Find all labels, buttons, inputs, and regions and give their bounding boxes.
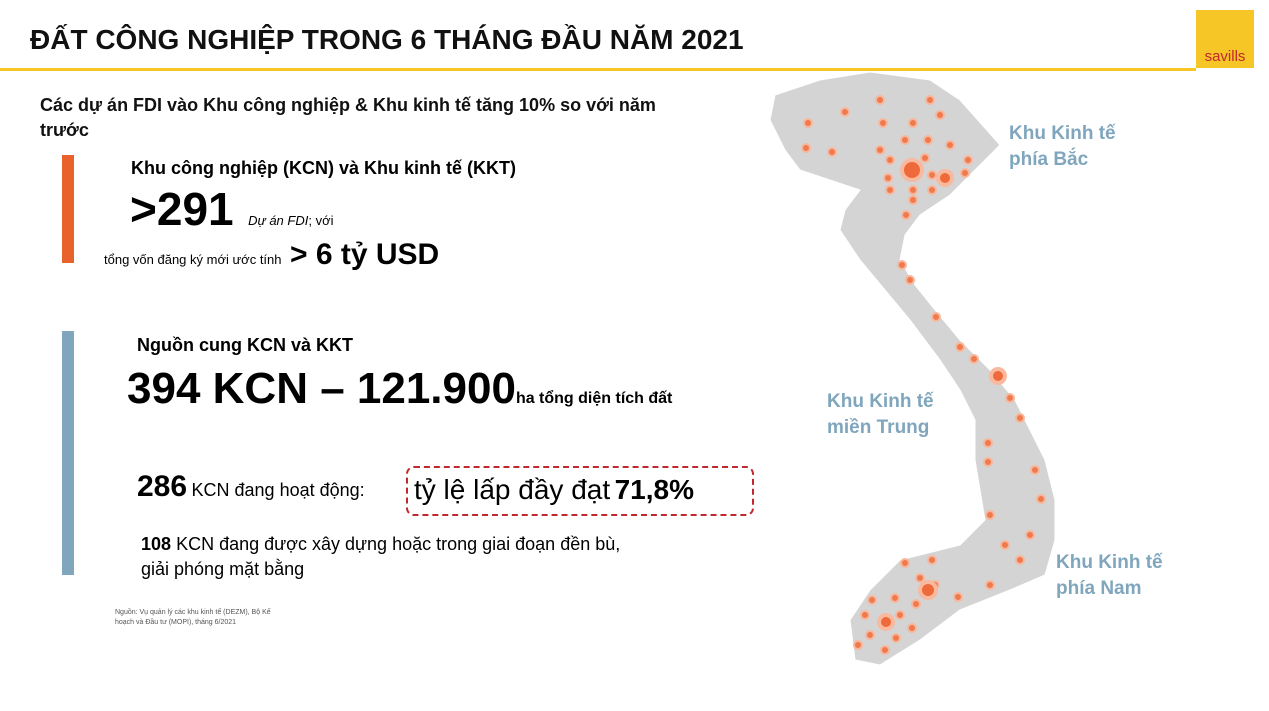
- park-marker: [969, 354, 979, 364]
- park-markers: [801, 95, 1046, 655]
- park-marker: [963, 155, 973, 165]
- occupancy: tỷ lệ lấp đầy đạt 71,8%: [414, 474, 694, 506]
- park-marker: [1015, 555, 1025, 565]
- value: 71,8%: [614, 474, 694, 505]
- big-number: >291: [130, 183, 234, 235]
- note: ; với: [308, 213, 334, 228]
- park-marker: [960, 168, 970, 178]
- park-marker: [897, 260, 907, 270]
- park-marker: [945, 140, 955, 150]
- park-marker: [907, 623, 917, 633]
- logo-text: savills: [1204, 48, 1246, 65]
- hub-marker: [918, 580, 938, 600]
- label: KCN đang được xây dựng hoặc trong giai đ…: [141, 534, 621, 579]
- park-marker: [801, 143, 811, 153]
- region-label: Khu Kinh tế phía Bắc: [1009, 123, 1116, 170]
- park-marker: [923, 135, 933, 145]
- park-marker: [911, 599, 921, 609]
- park-marker: [908, 118, 918, 128]
- count: 286: [137, 470, 188, 503]
- park-marker: [895, 610, 905, 620]
- park-marker: [880, 645, 890, 655]
- park-marker: [900, 558, 910, 568]
- note: ha tổng diện tích đất: [515, 390, 673, 407]
- park-marker: [875, 95, 885, 105]
- park-marker: [827, 147, 837, 157]
- capital-value: > 6 tỷ USD: [289, 238, 440, 271]
- park-marker: [935, 110, 945, 120]
- park-marker: [905, 275, 915, 285]
- logo: savills: [1196, 10, 1254, 68]
- park-marker: [860, 610, 870, 620]
- park-marker: [1036, 494, 1046, 504]
- park-marker: [901, 210, 911, 220]
- block-heading: Nguồn cung KCN và KKT: [137, 335, 353, 355]
- park-marker: [885, 155, 895, 165]
- park-marker: [985, 510, 995, 520]
- park-marker: [908, 185, 918, 195]
- title: ĐẤT CÔNG NGHIỆP TRONG 6 THÁNG ĐẦU NĂM 20…: [30, 24, 744, 55]
- big-number: 394 KCN – 121.900: [127, 364, 516, 413]
- park-marker: [931, 312, 941, 322]
- park-marker: [920, 153, 930, 163]
- park-marker: [867, 595, 877, 605]
- park-marker: [853, 640, 863, 650]
- park-marker: [983, 438, 993, 448]
- park-marker: [985, 580, 995, 590]
- hub-marker: [989, 367, 1007, 385]
- supply-line: 394 KCN – 121.900ha tổng diện tích đất: [127, 364, 672, 414]
- park-marker: [885, 185, 895, 195]
- park-marker: [900, 135, 910, 145]
- park-marker: [955, 342, 965, 352]
- subtitle: Các dự án FDI vào Khu công nghiệp & Khu …: [40, 95, 656, 140]
- park-marker: [927, 555, 937, 565]
- park-marker: [927, 185, 937, 195]
- park-marker: [1000, 540, 1010, 550]
- accent-bar: [62, 331, 74, 575]
- title-rule: [0, 68, 1196, 71]
- park-marker: [878, 118, 888, 128]
- park-marker: [915, 573, 925, 583]
- fdi-line: >291 Dự án FDI; với: [130, 182, 333, 236]
- note: Dự án FDI: [248, 213, 309, 228]
- park-marker: [983, 457, 993, 467]
- hub-marker: [900, 158, 924, 182]
- park-marker: [1005, 393, 1015, 403]
- park-marker: [865, 630, 875, 640]
- operating-line: 286 KCN đang hoạt động:: [137, 470, 365, 504]
- park-marker: [953, 592, 963, 602]
- park-marker: [883, 173, 893, 183]
- hub-marker: [936, 169, 954, 187]
- park-marker: [1025, 530, 1035, 540]
- park-marker: [908, 195, 918, 205]
- source: Nguồn: Vụ quản lý các khu kinh tế (DEZM)…: [115, 609, 271, 626]
- building-line: 108 KCN đang được xây dựng hoặc trong gi…: [141, 532, 641, 582]
- hub-marker: [877, 613, 895, 631]
- capital-line: tổng vốn đăng ký mới ước tính > 6 tỷ USD: [104, 238, 439, 272]
- park-marker: [927, 170, 937, 180]
- park-marker: [891, 633, 901, 643]
- region-label: Khu Kinh tế phía Nam: [1056, 552, 1163, 599]
- park-marker: [890, 593, 900, 603]
- park-marker: [875, 145, 885, 155]
- park-marker: [1030, 465, 1040, 475]
- block-heading: Khu công nghiệp (KCN) và Khu kinh tế (KK…: [131, 158, 516, 178]
- park-marker: [925, 95, 935, 105]
- park-marker: [840, 107, 850, 117]
- label: tỷ lệ lấp đầy đạt: [414, 474, 611, 505]
- region-label: Khu Kinh tế miền Trung: [827, 391, 934, 438]
- park-marker: [803, 118, 813, 128]
- label: KCN đang hoạt động:: [191, 480, 365, 500]
- highlight-box: [406, 466, 754, 516]
- park-marker: [1015, 413, 1025, 423]
- capital-label: tổng vốn đăng ký mới ước tính: [104, 252, 282, 267]
- count: 108: [141, 534, 172, 554]
- accent-bar: [62, 155, 74, 263]
